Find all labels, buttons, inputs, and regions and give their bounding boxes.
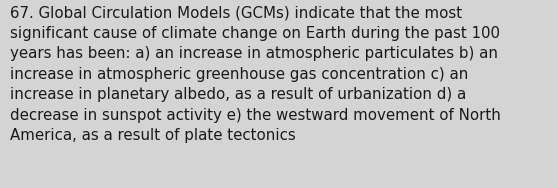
Text: 67. Global Circulation Models (GCMs) indicate that the most
significant cause of: 67. Global Circulation Models (GCMs) ind… xyxy=(10,6,501,143)
